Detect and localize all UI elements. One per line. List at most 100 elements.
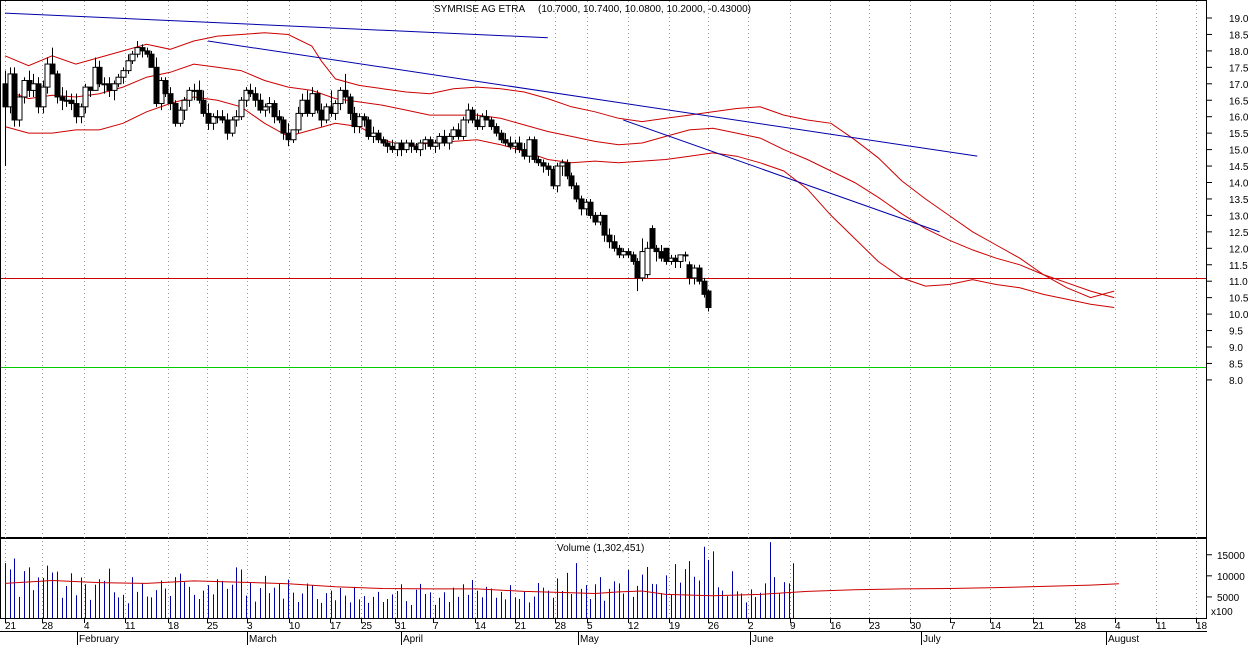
candle bbox=[219, 110, 226, 124]
candle bbox=[238, 96, 245, 120]
bollinger-upper bbox=[4, 32, 1115, 299]
month-label: June bbox=[752, 634, 774, 645]
price-tick-label: 12.0 bbox=[1229, 244, 1249, 255]
date-tick-label: 4 bbox=[1115, 621, 1121, 632]
date-tick-label: 23 bbox=[869, 621, 881, 632]
candle bbox=[365, 116, 372, 140]
candle bbox=[408, 139, 415, 153]
candle bbox=[54, 70, 61, 104]
date-tick-label: 25 bbox=[361, 621, 373, 632]
candle bbox=[493, 123, 500, 137]
candle bbox=[181, 96, 188, 120]
candle bbox=[611, 235, 618, 252]
price-tick-label: 14.0 bbox=[1229, 179, 1249, 190]
candle bbox=[677, 254, 684, 269]
date-tick-label: 21 bbox=[1033, 621, 1045, 632]
date-tick-label: 18 bbox=[1196, 621, 1208, 632]
candle bbox=[148, 50, 155, 68]
candle bbox=[535, 156, 542, 167]
price-tick-label: 9.5 bbox=[1229, 327, 1243, 338]
price-tick-label: 17.0 bbox=[1229, 80, 1249, 91]
price-tick-label: 10.0 bbox=[1229, 310, 1249, 321]
month-label: March bbox=[249, 634, 277, 645]
candle bbox=[663, 247, 670, 265]
price-tick-label: 19.0 bbox=[1229, 14, 1249, 25]
candle bbox=[446, 133, 453, 150]
candle bbox=[380, 136, 387, 147]
price-axis: 8.0 8.5 9.0 9.5 10.0 10.5 11.0 11.5 12.0 12.5 13.0… bbox=[1207, 14, 1249, 387]
candle bbox=[243, 87, 250, 107]
candle bbox=[200, 90, 207, 117]
candle bbox=[630, 251, 637, 265]
candle bbox=[172, 100, 179, 127]
candle bbox=[356, 113, 363, 134]
candle bbox=[516, 136, 523, 153]
candle bbox=[644, 241, 651, 278]
candle bbox=[233, 110, 240, 127]
volume-axis: 5000 10000 15000 bbox=[1207, 551, 1245, 604]
candle bbox=[139, 44, 146, 58]
candle bbox=[210, 113, 217, 130]
candle bbox=[290, 129, 297, 144]
date-tick-label: 17 bbox=[330, 621, 342, 632]
price-tick-label: 18.5 bbox=[1229, 30, 1249, 41]
trendline bbox=[207, 40, 978, 157]
candle bbox=[115, 73, 122, 88]
candle bbox=[262, 103, 269, 117]
candle bbox=[125, 54, 132, 74]
price-tick-label: 12.5 bbox=[1229, 228, 1249, 239]
candle bbox=[653, 245, 660, 262]
trendline bbox=[4, 12, 548, 39]
candle bbox=[375, 129, 382, 144]
price-tick-label: 17.5 bbox=[1229, 63, 1249, 74]
candle bbox=[606, 228, 613, 249]
date-tick-label: 31 bbox=[395, 621, 407, 632]
candle bbox=[417, 139, 424, 157]
date-tick-label: 28 bbox=[555, 621, 567, 632]
price-tick-label: 18.0 bbox=[1229, 47, 1249, 58]
month-label: July bbox=[923, 634, 941, 645]
candle bbox=[479, 113, 486, 130]
chart-title: SYMRISE AG ETRA bbox=[434, 4, 525, 15]
candle bbox=[554, 162, 561, 193]
candle bbox=[342, 73, 349, 104]
vertical-gridlines bbox=[5, 1, 1197, 618]
candle bbox=[111, 80, 118, 101]
price-tick-label: 15.0 bbox=[1229, 146, 1249, 157]
volume-title: Volume (1,302,451) bbox=[557, 543, 644, 554]
candle bbox=[384, 139, 391, 153]
candle bbox=[247, 83, 254, 97]
candle bbox=[432, 139, 439, 153]
date-tick-label: 3 bbox=[247, 621, 253, 632]
candle bbox=[469, 106, 476, 124]
candle bbox=[701, 277, 708, 298]
candle bbox=[625, 248, 632, 259]
month-label: May bbox=[580, 634, 599, 645]
trendline bbox=[623, 119, 940, 233]
candle bbox=[347, 93, 354, 120]
month-label: April bbox=[403, 634, 423, 645]
volume-tick-label: 15000 bbox=[1217, 551, 1245, 562]
date-tick-label: 4 bbox=[84, 621, 90, 632]
candle bbox=[59, 87, 66, 111]
candle bbox=[82, 83, 89, 114]
candle bbox=[44, 57, 51, 94]
candle bbox=[257, 93, 264, 114]
candle bbox=[276, 110, 283, 124]
price-tick-label: 8.0 bbox=[1229, 376, 1243, 387]
date-tick-label: 11 bbox=[125, 621, 136, 632]
chart-ohlc-readout: (10.7000, 10.7400, 10.0800, 10.2000, -0.… bbox=[538, 4, 751, 15]
price-panel-frame bbox=[0, 0, 1207, 538]
date-tick-label: 2 bbox=[748, 621, 754, 632]
candle bbox=[40, 80, 47, 114]
volume-ma-line bbox=[4, 579, 1119, 597]
price-tick-label: 11.5 bbox=[1229, 261, 1248, 272]
price-tick-label: 13.5 bbox=[1229, 195, 1249, 206]
candle bbox=[167, 87, 174, 111]
date-tick-label: 11 bbox=[1156, 621, 1167, 632]
date-tick-label: 26 bbox=[708, 621, 720, 632]
candle bbox=[144, 47, 151, 58]
candlesticks bbox=[2, 41, 712, 312]
date-tick-label: 25 bbox=[207, 621, 219, 632]
candle bbox=[498, 129, 505, 144]
